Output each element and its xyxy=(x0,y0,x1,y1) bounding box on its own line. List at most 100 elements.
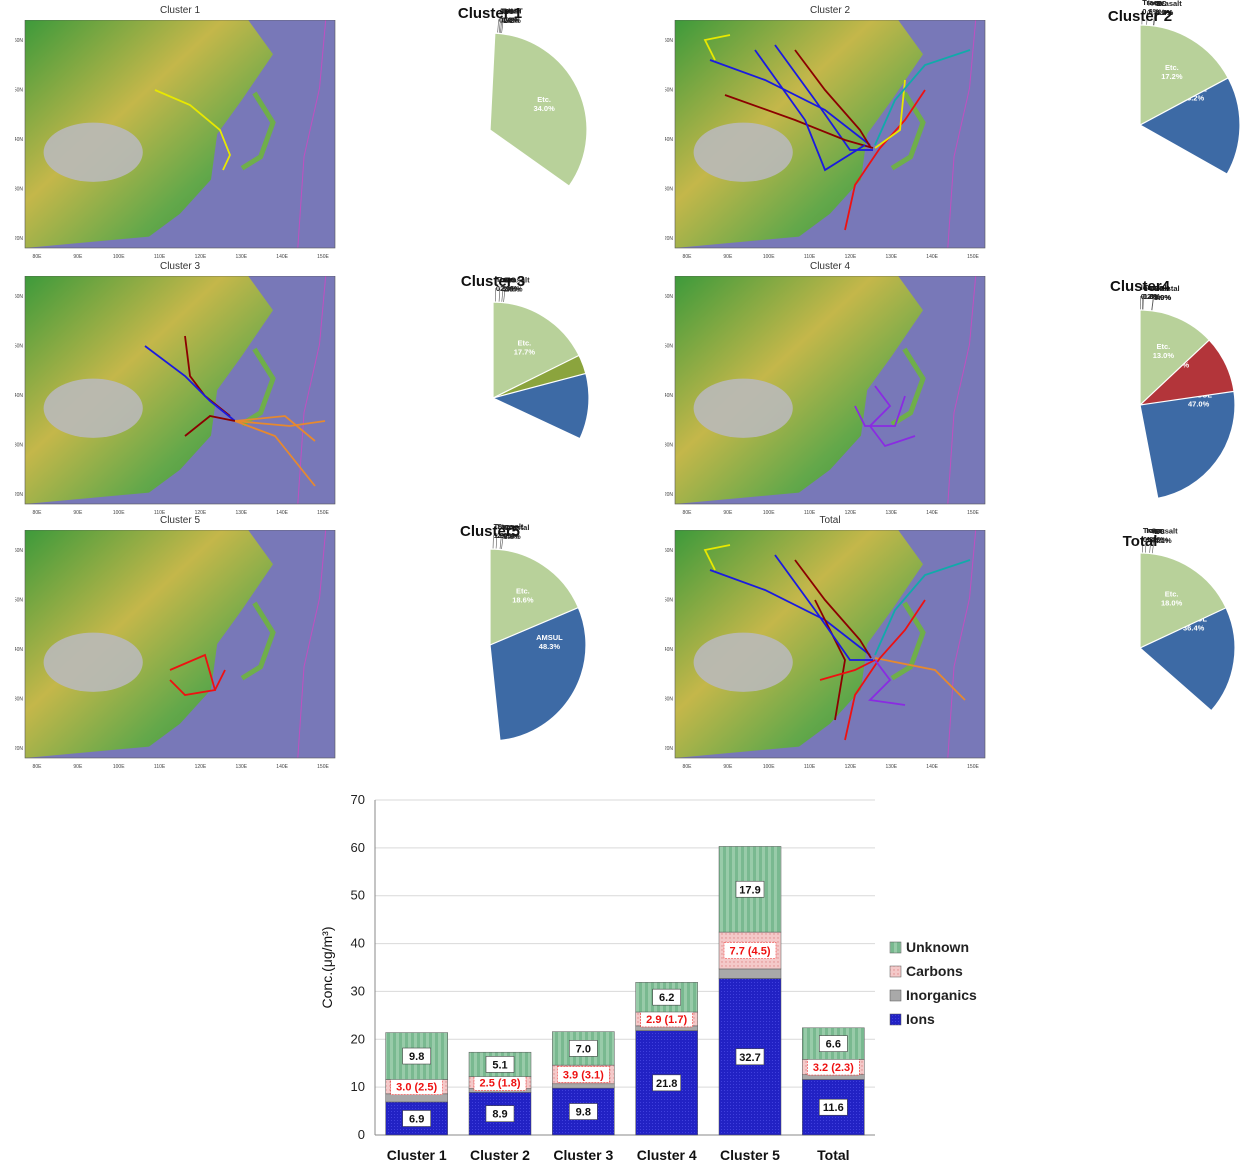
map-x-tick: 120E xyxy=(195,254,207,260)
pie-slice-label: Etc. xyxy=(516,586,530,595)
x-tick-label: Cluster 4 xyxy=(637,1147,697,1163)
bar-segment xyxy=(802,1074,865,1080)
map-x-tick: 130E xyxy=(235,764,247,770)
pie-chart: AMSUL32.0%AMNIT11.9%OM20.9%Crustal8.4%EC… xyxy=(492,275,590,440)
map-frame xyxy=(674,20,986,249)
map-title: Cluster 5 xyxy=(159,515,200,526)
pie-slice-label: EC xyxy=(1155,527,1166,536)
map-y-tick: 30N xyxy=(665,697,673,703)
bar-value-label: 7.7 (4.5) xyxy=(730,946,771,958)
trajectory-line xyxy=(774,554,873,661)
bar-value-label: 3.2 (2.3) xyxy=(813,1062,854,1074)
pie-slice xyxy=(489,548,580,646)
pie-slice-label: EC xyxy=(1156,0,1167,8)
pie-slice-percent: 33.2% xyxy=(1183,94,1205,103)
trajectory-map: 80E 90E 100E 110E 120E 130E 140E 150E 60N 50N 40N 3… xyxy=(665,530,986,770)
pie-slice-percent: 4.4% xyxy=(1156,8,1173,17)
map-x-tick: 130E xyxy=(235,510,247,516)
map-y-tick: 40N xyxy=(15,137,23,143)
pie-slice-percent: 17.7% xyxy=(514,347,536,356)
map-y-tick: 60N xyxy=(15,38,23,44)
trajectory-line xyxy=(144,345,236,422)
pie-slice-label: Etc. xyxy=(1165,63,1179,72)
pie-chart: AMSUL33.2%AMNIT16.1%OM14.4%Crustal7.9%EC… xyxy=(1139,0,1241,175)
trajectory-map: 80E 90E 100E 110E 120E 130E 140E 150E 60N 50N 40N 3… xyxy=(15,276,336,516)
bar-value-box xyxy=(402,1047,431,1065)
map-x-tick: 110E xyxy=(154,254,166,260)
pie-slice-percent: 2.2% xyxy=(504,16,521,25)
map-frame xyxy=(24,20,336,249)
x-tick-label: Cluster 3 xyxy=(553,1147,613,1163)
pie-slice-percent: 4.2% xyxy=(1156,8,1173,17)
island-chain xyxy=(240,91,276,171)
pie-title: Cluster5 xyxy=(459,523,521,540)
pie-leader-line xyxy=(501,288,504,303)
pie-slice-label: Trace xyxy=(494,522,514,531)
bar-value-box xyxy=(735,880,765,898)
bar-segment xyxy=(385,1093,448,1103)
pie-slice-label: Trace xyxy=(1144,283,1164,292)
bar-value-label: 32.7 xyxy=(739,1052,760,1064)
y-tick-label: 50 xyxy=(351,888,365,903)
map-x-tick: 150E xyxy=(967,764,979,770)
pie-slice-label: Trace xyxy=(501,7,521,16)
pie-leader-line xyxy=(1151,296,1154,311)
pie-leader-line xyxy=(503,288,506,303)
pie-slice-percent: 0.8% xyxy=(1143,292,1160,301)
map-y-tick: 20N xyxy=(15,236,23,242)
stacked-bar-chart: 0 10 20 30 40 50 60 70 Conc.(μg/m³) 6.9 3.0 (2.5) 9… xyxy=(319,792,977,1163)
trajectory-line xyxy=(794,559,872,659)
map-frame xyxy=(674,276,986,505)
trajectory-line xyxy=(709,569,871,656)
pie-title: Total xyxy=(1122,533,1158,550)
legend-label: Ions xyxy=(906,1011,935,1027)
trajectory-line xyxy=(703,544,731,571)
map-x-tick: 150E xyxy=(967,254,979,260)
trajectory-line xyxy=(874,79,906,149)
legend-label: Carbons xyxy=(906,963,963,979)
map-y-tick: 60N xyxy=(665,548,673,554)
map-y-tick: 40N xyxy=(15,393,23,399)
pie-slice-percent: 18.6% xyxy=(512,595,534,604)
pie-leader-line xyxy=(1151,539,1155,554)
pie-slice-label: Ions xyxy=(1141,283,1156,292)
landmass xyxy=(25,276,273,504)
map-x-tick: 140E xyxy=(276,764,288,770)
pie-slice-percent: 3.8% xyxy=(504,532,521,541)
pie-slice-label: Seasalt xyxy=(1143,283,1170,292)
map-frame xyxy=(674,530,986,759)
pie-slice-percent: 1.8% xyxy=(1146,535,1163,544)
bar-value-label: 17.9 xyxy=(739,884,760,896)
map-y-tick: 20N xyxy=(665,746,673,752)
pie-slice-percent: 3.3% xyxy=(502,532,519,541)
pie-slice-percent: 13.0% xyxy=(1153,351,1175,360)
pie-slice-percent: 2.1% xyxy=(1148,7,1165,16)
map-y-tick: 50N xyxy=(15,598,23,604)
pie-leader-line xyxy=(1149,539,1152,554)
pie-slice-percent: 1.8% xyxy=(502,16,519,25)
trajectory-line xyxy=(154,89,231,171)
bar-value-label: 9.8 xyxy=(576,1107,591,1119)
trajectory-line xyxy=(774,44,873,151)
pie-slice-percent: 18.0% xyxy=(1161,598,1183,607)
pie-slice-label: EC xyxy=(1154,284,1165,293)
map-y-tick: 60N xyxy=(15,548,23,554)
bar-value-label: 11.6 xyxy=(823,1102,844,1114)
map-x-tick: 120E xyxy=(845,510,857,516)
y-axis-label: Conc.(μg/m³) xyxy=(319,927,335,1009)
pie-slice-percent: 34.0% xyxy=(533,104,555,113)
bar-value-box xyxy=(402,1110,431,1127)
pie-chart: AMSUL47.0%AMNIT22.7%OM7.4%Crustal3.9%EC4… xyxy=(1139,283,1236,500)
map-x-tick: 90E xyxy=(73,254,83,260)
pie-slice-label: Seasalt xyxy=(503,275,530,284)
bar-value-box xyxy=(485,1056,515,1073)
pie-slice xyxy=(1139,552,1227,649)
trajectory-map: 80E 90E 100E 110E 120E 130E 140E 150E 60N 50N 40N 3… xyxy=(15,530,336,770)
map-x-tick: 100E xyxy=(113,254,125,260)
pie-slice-label: Ions xyxy=(1146,526,1161,535)
pie-slice-percent: 0.8% xyxy=(1143,535,1160,544)
map-y-tick: 60N xyxy=(15,294,23,300)
bar-value-label: 7.0 xyxy=(576,1043,591,1055)
pie-leader-line xyxy=(1146,11,1148,26)
pie-slice-label: Etc. xyxy=(537,95,551,104)
